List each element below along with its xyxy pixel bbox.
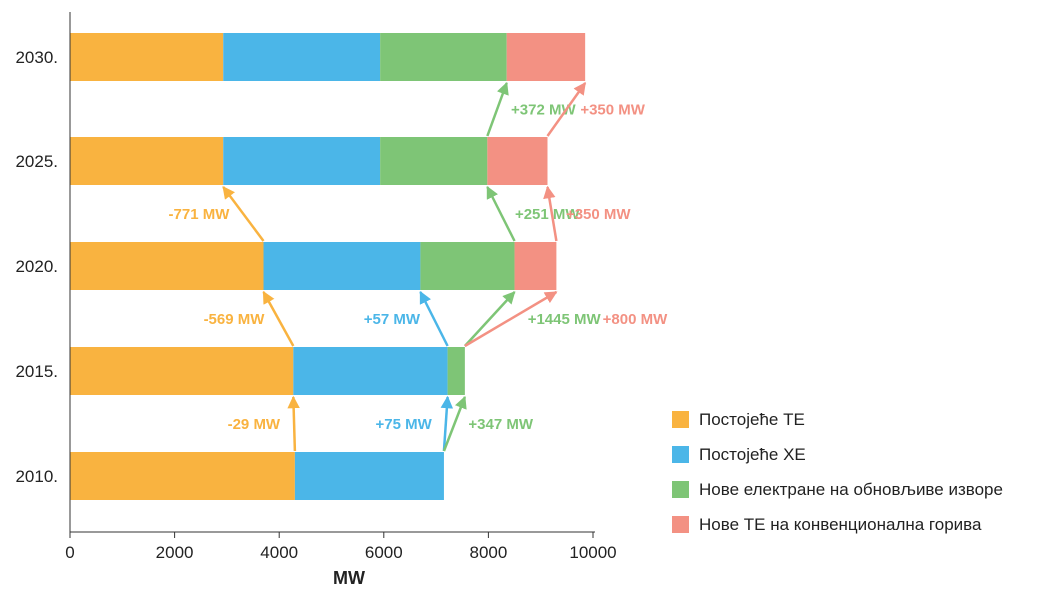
change-annotation: +372 MW bbox=[511, 102, 576, 119]
change-annotation: +57 MW bbox=[364, 311, 421, 328]
change-annotation: +347 MW bbox=[468, 416, 533, 433]
change-annotation: +75 MW bbox=[376, 416, 433, 433]
category-label: 2030. bbox=[15, 48, 58, 67]
bar-segment bbox=[70, 452, 295, 500]
bar-segment bbox=[70, 33, 224, 81]
change-annotation: -569 MW bbox=[204, 311, 266, 328]
legend-label: Нове ТЕ на конвенционална горива bbox=[699, 514, 982, 534]
change-arrow bbox=[486, 185, 516, 242]
x-tick-label: 2000 bbox=[156, 543, 194, 562]
legend-label: Постојеће ТЕ bbox=[699, 409, 805, 429]
change-arrow bbox=[463, 291, 516, 347]
bar-segment bbox=[514, 242, 557, 290]
change-arrows-layer: -29 MW +75 MW +347 MW -569 MW +57 MW +1445 MW… bbox=[169, 81, 668, 452]
x-tick-label: 10000 bbox=[569, 543, 616, 562]
bar-segment bbox=[294, 452, 444, 500]
x-tick-label: 8000 bbox=[469, 543, 507, 562]
change-arrow bbox=[546, 81, 587, 137]
legend-item: Постојеће ТЕ bbox=[672, 402, 1037, 437]
legend-label: Нове електране на обновљиве изворе bbox=[699, 479, 1003, 499]
legend-swatch bbox=[672, 446, 689, 463]
change-arrow bbox=[287, 395, 300, 452]
bar-segment bbox=[70, 137, 224, 185]
legend-item: Нове електране на обновљиве изворе bbox=[672, 472, 1037, 507]
change-annotation: +800 MW bbox=[603, 311, 668, 328]
legend-swatch bbox=[672, 481, 689, 498]
labels-layer: 2010. 2015. 2020. 2025. 2030. bbox=[15, 48, 58, 486]
x-tick-label: 0 bbox=[65, 543, 74, 562]
bar-segment bbox=[70, 347, 294, 395]
change-annotation: -29 MW bbox=[228, 416, 281, 433]
legend: Постојеће ТЕ Постојеће ХЕ Нове електране… bbox=[672, 402, 1037, 542]
bar-segment bbox=[263, 242, 421, 290]
change-annotation: +350 MW bbox=[566, 206, 631, 223]
axes-layer: MW bbox=[69, 12, 595, 588]
change-arrow bbox=[543, 185, 558, 242]
bar-segment bbox=[380, 137, 488, 185]
x-tick-label: 4000 bbox=[260, 543, 298, 562]
bar-segment bbox=[223, 137, 381, 185]
bar-segment bbox=[70, 242, 264, 290]
bar-segment bbox=[447, 347, 465, 395]
bar-segment bbox=[487, 137, 548, 185]
change-arrow bbox=[262, 290, 295, 347]
change-arrow bbox=[419, 290, 449, 347]
bar-segment bbox=[293, 347, 448, 395]
category-label: 2020. bbox=[15, 257, 58, 276]
legend-item: Постојеће ХЕ bbox=[672, 437, 1037, 472]
category-label: 2025. bbox=[15, 152, 58, 171]
change-arrow bbox=[486, 81, 509, 137]
category-label: 2015. bbox=[15, 362, 58, 381]
x-tick-label: 6000 bbox=[365, 543, 403, 562]
change-annotation: +350 MW bbox=[580, 102, 645, 119]
bar-segment bbox=[506, 33, 586, 81]
ticks-layer: 0 2000 4000 6000 8000 10000 bbox=[65, 532, 617, 562]
change-arrow bbox=[442, 395, 467, 452]
change-annotation: +1445 MW bbox=[528, 311, 602, 328]
change-annotation: -771 MW bbox=[169, 206, 231, 223]
change-annotation: +251 MW bbox=[515, 206, 580, 223]
change-arrow bbox=[440, 395, 454, 452]
x-axis-title: MW bbox=[333, 568, 365, 588]
legend-label: Постојеће ХЕ bbox=[699, 444, 806, 464]
bar-segment bbox=[380, 33, 507, 81]
bar-segment bbox=[223, 33, 381, 81]
legend-swatch bbox=[672, 516, 689, 533]
category-label: 2010. bbox=[15, 467, 58, 486]
change-arrow bbox=[222, 185, 265, 242]
legend-swatch bbox=[672, 411, 689, 428]
legend-item: Нове ТЕ на конвенционална горива bbox=[672, 507, 1037, 542]
bars-layer bbox=[70, 33, 586, 500]
bar-segment bbox=[420, 242, 515, 290]
change-arrow bbox=[464, 290, 558, 348]
